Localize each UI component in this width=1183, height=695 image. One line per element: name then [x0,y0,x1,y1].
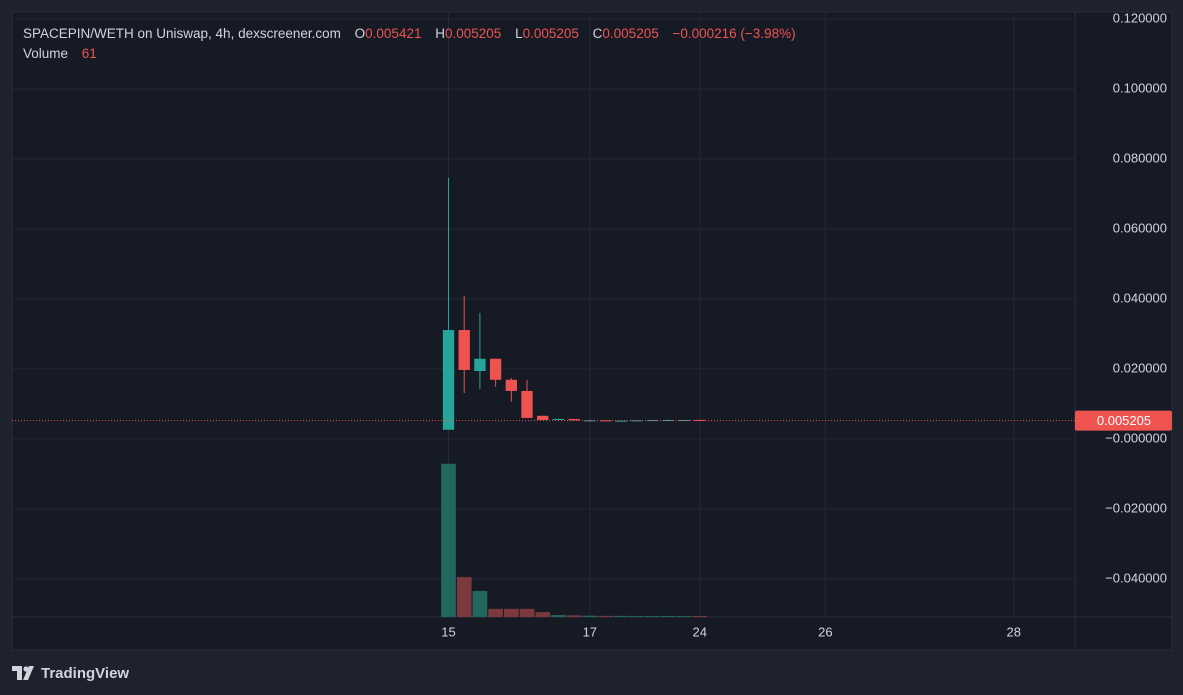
x-tick-label: 26 [818,624,832,639]
volume-bar [692,616,708,617]
chart-frame [11,11,1173,651]
candle-body [458,330,470,370]
change-value: −0.000216 (−3.98%) [672,26,796,41]
y-tick-label: 0.040000 [1113,290,1167,305]
y-tick-label: 0.080000 [1113,150,1167,165]
candle-body [615,420,627,422]
x-tick-label: 24 [692,624,706,639]
brand-name: TradingView [41,665,129,682]
candle-body [537,415,549,420]
candle-body [662,419,674,421]
ohlc-label: L [515,26,523,41]
ohlc-label: C [592,26,603,41]
volume-bar [566,615,582,617]
legend-row: Volume 61 [23,44,796,64]
candle-body [521,390,533,418]
brand-logo [12,666,34,680]
ohlc-value: 0.005205 [522,26,579,41]
volume-value: 61 [81,46,97,61]
volume-bar [598,615,613,617]
ohlc-label: O [354,26,366,41]
volume-bar [660,615,676,617]
x-tick-label: 28 [1007,624,1021,639]
ohlc-value: 0.005205 [444,26,502,41]
candle-body [599,420,612,422]
last-price-box [1075,410,1172,431]
y-tick-label: −0.040000 [1105,570,1167,585]
volume-bar [535,612,551,617]
candle-body [552,418,565,420]
volume-bar [551,615,566,617]
y-tick-label: −0.000000 [1105,430,1167,445]
candle-body [646,419,659,421]
y-tick-label: 0.100000 [1113,80,1167,95]
candle-body [489,358,502,380]
legend-row: SPACEPIN/WETH on Uniswap, 4h, dexscreene… [23,24,796,44]
candle-body [474,358,486,372]
candle-body [505,379,517,391]
y-tick-label: 0.060000 [1113,220,1167,235]
volume-bar [676,616,692,617]
ohlc-value: 0.005421 [365,26,422,41]
ohlc-value: 0.005205 [602,26,659,41]
x-tick-label: 15 [441,624,455,639]
last-price-label: 0.005205 [1097,413,1151,428]
volume-bar [613,615,629,617]
ohlc-label: H [435,26,445,41]
volume-bar [519,608,535,617]
volume-bar [441,463,456,617]
candle-body [584,420,596,422]
volume-bar [456,577,472,617]
volume-bar [488,608,503,617]
legend: SPACEPIN/WETH on Uniswap, 4h, dexscreene… [23,24,796,64]
y-tick-label: 0.120000 [1113,10,1167,25]
candle-body [442,330,455,430]
volume-bar [645,616,660,617]
y-tick-label: 0.020000 [1113,360,1167,375]
volume-bar [472,590,488,617]
volume-label: Volume [23,46,69,61]
x-tick-label: 17 [583,624,597,639]
volume-bar [582,615,598,617]
volume-bar [629,616,645,617]
volume-bar [503,608,519,617]
y-tick-label: −0.020000 [1105,500,1167,515]
pair-title: SPACEPIN/WETH on Uniswap, 4h, dexscreene… [23,26,341,41]
candle-body [568,418,580,421]
